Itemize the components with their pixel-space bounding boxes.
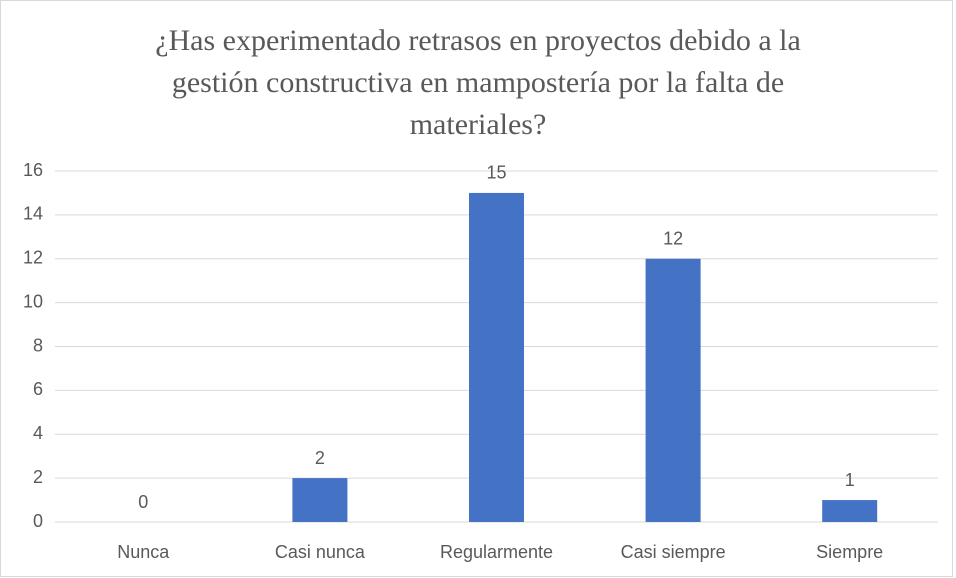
y-tick-label: 16 — [23, 160, 43, 180]
x-tick-label: Regularmente — [440, 542, 553, 562]
data-label: 2 — [315, 448, 325, 468]
bar — [822, 500, 878, 522]
y-tick-label: 14 — [23, 204, 43, 224]
y-tick-label: 2 — [33, 467, 43, 487]
y-tick-label: 8 — [33, 335, 43, 355]
x-tick-label: Siempre — [816, 542, 883, 562]
chart-title: ¿Has experimentado retrasos en proyectos… — [155, 24, 801, 141]
x-tick-label: Casi siempre — [621, 542, 726, 562]
y-tick-label: 10 — [23, 291, 43, 311]
y-tick-label: 0 — [33, 511, 43, 531]
y-tick-label: 4 — [33, 423, 43, 443]
y-tick-label: 12 — [23, 248, 43, 268]
data-label: 1 — [845, 470, 855, 490]
bar — [292, 478, 348, 522]
x-tick-label: Nunca — [117, 542, 170, 562]
data-label: 0 — [138, 492, 148, 512]
data-label: 15 — [486, 163, 506, 183]
x-tick-label: Casi nunca — [275, 542, 366, 562]
bar — [469, 192, 524, 522]
data-label: 12 — [663, 229, 683, 249]
bar — [645, 258, 701, 522]
y-tick-label: 6 — [33, 379, 43, 399]
